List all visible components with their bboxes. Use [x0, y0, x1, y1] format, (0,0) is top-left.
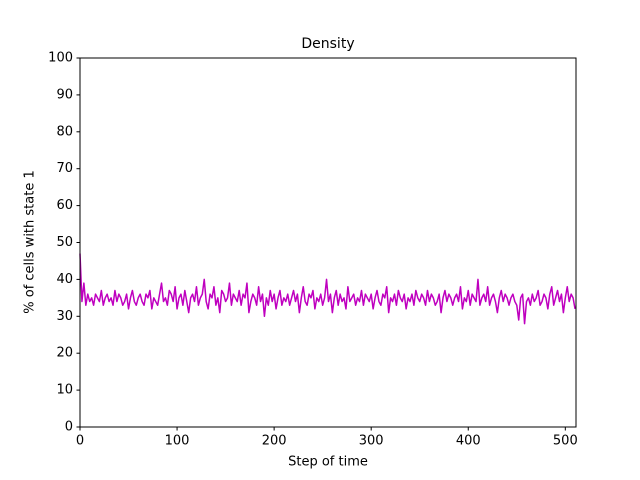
y-tick-label: 20: [56, 346, 73, 361]
y-tick-label: 90: [56, 87, 73, 102]
y-tick-label: 100: [48, 51, 73, 66]
y-tick-label: 40: [56, 272, 73, 287]
y-tick-label: 10: [56, 383, 73, 398]
x-tick-label: 100: [165, 434, 190, 449]
y-tick-label: 70: [56, 161, 73, 176]
y-tick-label: 60: [56, 198, 73, 213]
y-tick-label: 0: [65, 420, 73, 435]
x-tick-label: 400: [456, 434, 481, 449]
x-tick-label: 300: [359, 434, 384, 449]
x-tick-label: 200: [262, 434, 287, 449]
data-line: [79, 253, 576, 325]
y-tick-label: 80: [56, 124, 73, 139]
chart-title: Density: [301, 36, 354, 52]
x-tick-label: 0: [76, 434, 84, 449]
x-axis-label: Step of time: [288, 455, 368, 470]
y-tick-label: 30: [56, 309, 73, 324]
y-tick-label: 50: [56, 235, 73, 250]
y-axis-label: % of cells with state 1: [23, 170, 38, 313]
x-tick-label: 500: [553, 434, 578, 449]
